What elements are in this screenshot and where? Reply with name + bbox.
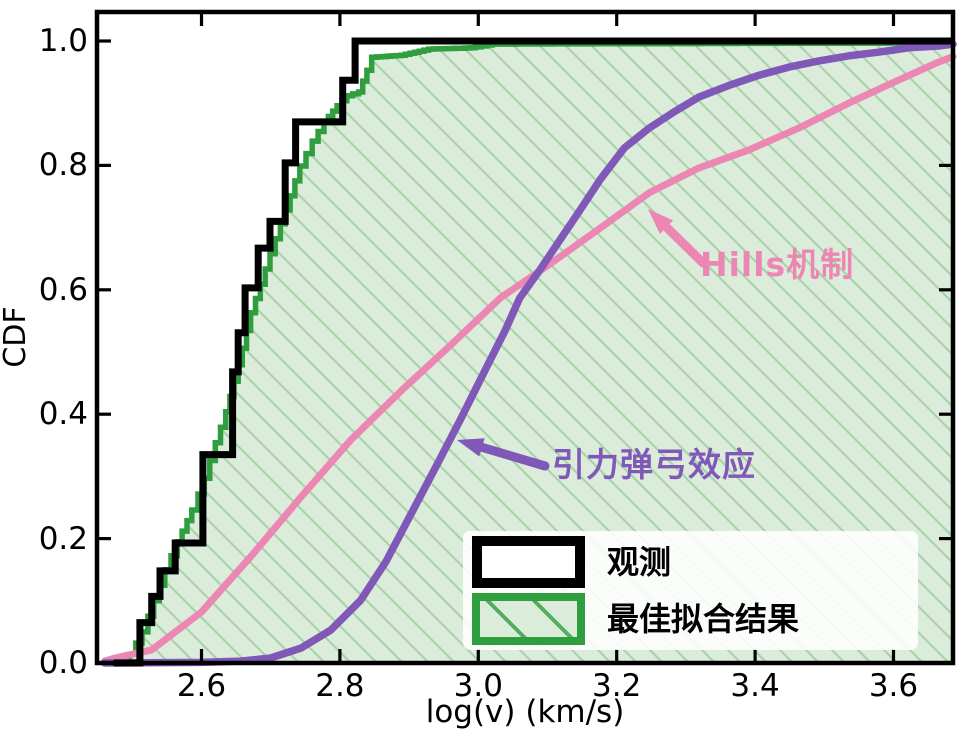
legend-item-observed: 观测 <box>472 536 671 588</box>
plot-frame <box>94 9 956 666</box>
y-tick-label: 0.6 <box>38 271 88 308</box>
hills-mechanism-curve <box>101 53 957 665</box>
x-tick-label: 3.0 <box>453 668 503 704</box>
best-fit-hatch <box>119 42 954 663</box>
y-tick-label: 0.4 <box>38 396 88 433</box>
hills-arrow <box>648 209 708 268</box>
legend-swatch-best-fit <box>472 593 585 645</box>
x-tick-label: 3.2 <box>592 668 642 704</box>
legend-label-observed: 观测 <box>607 543 672 581</box>
x-tick-label: 3.6 <box>868 668 919 704</box>
x-axis-title: log(v) (km/s) <box>425 694 625 730</box>
legend-item-best-fit: 最佳拟合结果 <box>472 593 799 645</box>
legend: 观测 最佳拟合结果 <box>463 531 918 650</box>
y-tick-label: 0.2 <box>38 520 88 557</box>
slingshot-arrow <box>457 438 550 471</box>
x-tick-label: 2.8 <box>315 668 365 704</box>
x-tick-label: 2.6 <box>176 668 227 704</box>
tick-marks <box>97 12 953 665</box>
y-tick-label: 0.8 <box>38 147 88 184</box>
annotation-hills-mechanism: Hills机制 <box>700 245 855 284</box>
observed-step-curve <box>113 37 953 667</box>
annotation-gravitational-slingshot: 引力弹弓效应 <box>552 445 756 484</box>
legend-swatch-observed <box>472 536 585 588</box>
x-tick-label: 3.4 <box>730 668 780 704</box>
y-tick-label: 1.0 <box>38 23 88 59</box>
legend-label-best-fit: 最佳拟合结果 <box>607 600 800 638</box>
slingshot-curve <box>100 40 957 667</box>
y-tick-label: 0.0 <box>38 645 88 681</box>
